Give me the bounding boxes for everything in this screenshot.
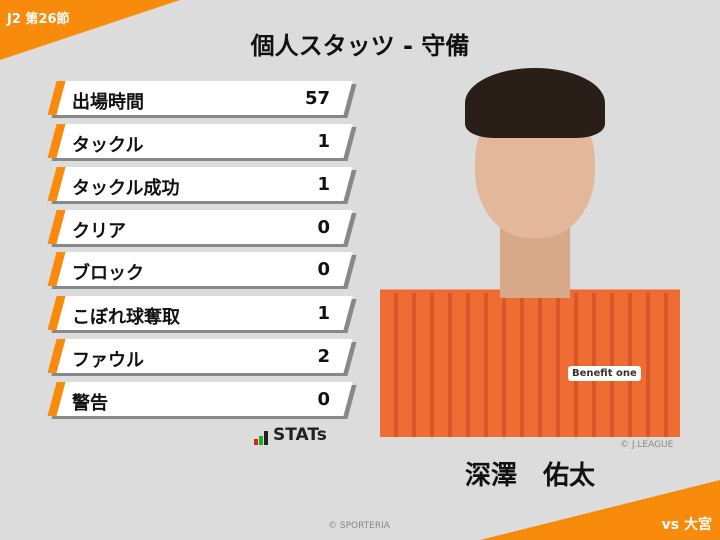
stat-row: 出場時間 57 <box>47 81 357 118</box>
stat-label: クリア <box>72 221 126 242</box>
stat-value: 2 <box>317 346 330 367</box>
corner-banner-bottom <box>480 480 720 540</box>
stat-value: 1 <box>317 131 330 152</box>
stat-value: 57 <box>304 88 330 109</box>
stat-label: ブロック <box>72 263 144 284</box>
stat-label: タックル成功 <box>72 178 180 199</box>
stats-logo: STATs <box>254 425 327 445</box>
stat-value: 0 <box>317 217 330 238</box>
stat-row: こぼれ球奪取 1 <box>47 296 357 333</box>
page-title: 個人スタッツ - 守備 <box>250 32 470 60</box>
stat-row: ファウル 2 <box>47 339 357 376</box>
stat-row: ブロック 0 <box>47 252 357 289</box>
sponsor-badge: Benefit one <box>568 366 641 381</box>
stat-row: クリア 0 <box>47 210 357 247</box>
player-name: 深澤 佑太 <box>464 461 595 491</box>
stat-row: タックル 1 <box>47 124 357 161</box>
stat-value: 0 <box>317 259 330 280</box>
stat-value: 0 <box>317 389 330 410</box>
stat-label: タックル <box>72 135 144 156</box>
stat-label: こぼれ球奪取 <box>72 307 180 328</box>
stat-row: タックル成功 1 <box>47 167 357 204</box>
stat-label: ファウル <box>72 350 144 371</box>
stat-value: 1 <box>317 303 330 324</box>
stats-logo-text: STATs <box>273 425 327 445</box>
player-photo: Benefit one <box>380 68 680 437</box>
opponent: vs 大宮 <box>661 517 712 533</box>
stat-row: 警告 0 <box>47 382 357 419</box>
stat-label: 出場時間 <box>72 92 144 113</box>
stat-value: 1 <box>317 174 330 195</box>
stat-label: 警告 <box>72 393 108 414</box>
stats-logo-icon <box>254 431 268 445</box>
match-round: J2 第26節 <box>7 12 70 27</box>
footer-credit: © SPORTERIA <box>328 521 390 531</box>
corner-banner-top <box>0 0 180 60</box>
photo-credit: © J.LEAGUE <box>620 440 674 450</box>
